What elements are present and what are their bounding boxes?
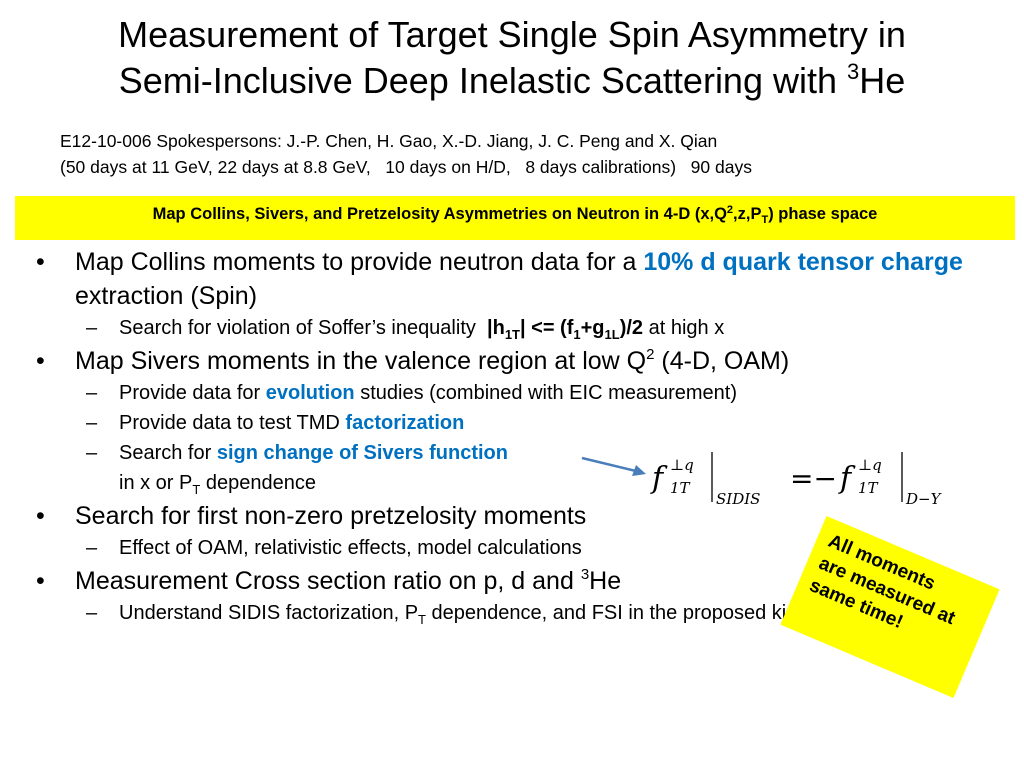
sivers-text: Map Sivers moments in the valence region… [75, 347, 647, 375]
banner-sup: 2 [726, 204, 734, 216]
formula-sub-right: 1T [858, 479, 879, 497]
soffer-h: |h [487, 317, 505, 339]
spokespersons-line: E12-10-006 Spokespersons: J.-P. Chen, H.… [60, 131, 718, 151]
bullet-sivers: • Map Sivers moments in the valence regi… [30, 344, 990, 378]
sidis-sub: T [418, 612, 426, 627]
formula-sup-right: ⊥q [858, 456, 882, 474]
sub-bullet-dash: – [86, 537, 98, 559]
sub-bullet-soffer: – Search for violation of Soffer’s inequ… [30, 313, 990, 343]
bullet-dot: • [36, 347, 45, 375]
formula-label-dy: D−Y [905, 490, 943, 508]
bullet-dot: • [36, 567, 45, 595]
sidis-post: dependence, and FSI in the proposed kine… [426, 602, 867, 624]
bullet-dot: • [36, 248, 45, 276]
banner: Map Collins, Sivers, and Pretzelosity As… [15, 196, 1015, 240]
soffer-inequality: |h1T| <= (f1+g1L)/2 [487, 317, 644, 342]
soffer-text: Search for violation of Soffer’s inequal… [119, 317, 487, 339]
slide-title: Measurement of Target Single Spin Asymme… [0, 12, 1024, 104]
soffer-end: )/2 [619, 317, 644, 339]
cross-section-text: Measurement Cross section ratio on p, d … [75, 567, 581, 595]
bullet-cross-section: • Measurement Cross section ratio on p, … [30, 564, 990, 598]
banner-text: Map Collins, Sivers, and Pretzelosity As… [152, 205, 727, 223]
oam-text: Effect of OAM, relativistic effects, mod… [119, 537, 582, 559]
bullet-pretzelosity: • Search for first non-zero pretzelosity… [30, 499, 990, 533]
title-line-2-text: Semi-Inclusive Deep Inelastic Scattering… [118, 60, 848, 101]
sub-bullet-tmd: – Provide data to test TMD factorization [30, 408, 990, 438]
sign-change-text: Search for [119, 442, 217, 464]
tmd-highlight: factorization [345, 412, 465, 434]
title-superscript: 3 [847, 59, 860, 84]
banner-post: ) phase space [768, 205, 878, 223]
evolution-highlight: evolution [265, 382, 355, 404]
collins-text: Map Collins moments to provide neutron d… [75, 248, 644, 276]
sign-change-post: dependence [200, 472, 316, 494]
formula-sub-left: 1T [670, 479, 691, 497]
bullet-list: • Map Collins moments to provide neutron… [30, 244, 990, 628]
sub-bullet-dash: – [86, 382, 98, 404]
title-line-2: Semi-Inclusive Deep Inelastic Scattering… [0, 58, 1024, 104]
sub-bullet-dash: – [86, 442, 98, 464]
formula-sup-left: ⊥q [670, 456, 694, 474]
sign-change-highlight: sign change of Sivers function [216, 442, 508, 464]
sub-bullet-sign-change: – Search for sign change of Sivers funct… [30, 438, 990, 498]
tmd-text: Provide data to test TMD [119, 412, 346, 434]
sivers-sign-formula: f ⊥q 1T SIDIS =− f ⊥q 1T D−Y [650, 452, 943, 508]
soffer-g-sub: 1L [604, 327, 620, 342]
formula-equals: =− [790, 462, 837, 495]
title-line-1: Measurement of Target Single Spin Asymme… [118, 14, 906, 55]
beam-time-line: (50 days at 11 GeV, 22 days at 8.8 GeV, … [60, 157, 752, 177]
pretzelosity-text: Search for first non-zero pretzelosity m… [75, 502, 587, 530]
sidis-text: Understand SIDIS factorization, P [119, 602, 419, 624]
banner-mid: ,z,P [733, 205, 762, 223]
evolution-text: Provide data for [119, 382, 266, 404]
banner-sub: T [761, 214, 769, 226]
sign-change-line2: in x or P [119, 472, 193, 494]
soffer-post: at high x [643, 317, 725, 339]
sivers-post: (4-D, OAM) [654, 347, 790, 375]
sign-change-sub: T [192, 482, 201, 497]
soffer-f-sub: 1 [573, 327, 581, 342]
title-he: He [859, 60, 906, 101]
collins-post: extraction (Spin) [75, 282, 258, 310]
collins-highlight: 10% d quark tensor charge [643, 248, 963, 276]
sivers-sup: 2 [646, 346, 655, 363]
sub-bullet-oam: – Effect of OAM, relativistic effects, m… [30, 533, 990, 563]
sub-bullet-dash: – [86, 602, 98, 624]
evolution-post: studies (combined with EIC measurement) [354, 382, 738, 404]
cross-section-post: He [589, 567, 622, 595]
soffer-mid: | <= (f [519, 317, 574, 339]
cross-section-sup: 3 [580, 566, 590, 583]
soffer-g: +g [580, 317, 605, 339]
bullet-collins: • Map Collins moments to provide neutron… [30, 245, 990, 313]
arrow-icon [581, 456, 646, 476]
formula-f-left: f [650, 461, 668, 496]
sub-bullet-dash: – [86, 317, 98, 339]
formula-f-right: f [838, 461, 856, 496]
formula-label-sidis: SIDIS [716, 490, 760, 508]
sub-bullet-evolution: – Provide data for evolution studies (co… [30, 378, 990, 408]
bullet-dot: • [36, 502, 45, 530]
sub-bullet-dash: – [86, 412, 98, 434]
soffer-h-sub: 1T [504, 327, 520, 342]
sub-bullet-sidis: – Understand SIDIS factorization, PT dep… [30, 598, 979, 628]
experiment-info: E12-10-006 Spokespersons: J.-P. Chen, H.… [60, 128, 1000, 180]
